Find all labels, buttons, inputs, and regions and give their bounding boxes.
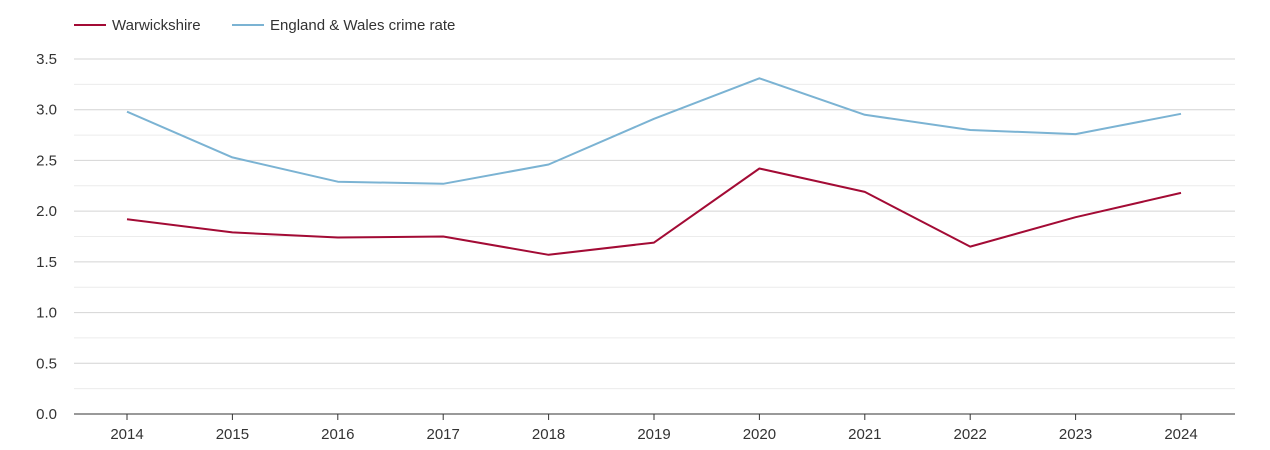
x-tick-label: 2014: [110, 426, 143, 443]
x-tick-label: 2016: [321, 426, 354, 443]
x-tick-label: 2017: [427, 426, 460, 443]
y-tick-label: 1.5: [36, 254, 57, 271]
x-tick-label: 2018: [532, 426, 565, 443]
series-line-2: [126, 77, 1182, 185]
y-tick-label: 3.0: [36, 102, 57, 119]
y-tick-label: 0.5: [36, 355, 57, 372]
legend-item[interactable]: Warwickshire: [74, 17, 201, 34]
grid: [74, 58, 1235, 390]
x-tick-label: 2021: [848, 426, 881, 443]
legend-item[interactable]: England & Wales crime rate: [232, 17, 455, 34]
legend-label: England & Wales crime rate: [270, 17, 455, 34]
y-tick-label: 0.0: [36, 406, 57, 423]
y-tick-label: 1.0: [36, 305, 57, 322]
x-tick-label: 2015: [216, 426, 249, 443]
y-tick-label: 3.5: [36, 51, 57, 68]
x-tick-label: 2024: [1164, 426, 1197, 443]
legend-label: Warwickshire: [112, 17, 201, 34]
x-tick-label: 2023: [1059, 426, 1092, 443]
series-group: [126, 77, 1182, 256]
x-tick-label: 2022: [954, 426, 987, 443]
x-axis: 2014 2015 2016 2017 2018 2019 2020 2021 2022 2023…: [74, 413, 1235, 443]
x-tick-label: 2019: [637, 426, 670, 443]
legend: Warwickshire England & Wales crime rate: [74, 17, 455, 34]
y-axis: 0.0 0.5 1.0 1.5 2.0 2.5 3.0 3.5: [36, 51, 57, 423]
y-tick-label: 2.0: [36, 203, 57, 220]
x-tick-label: 2020: [743, 426, 776, 443]
y-tick-label: 2.5: [36, 152, 57, 169]
series-line-1: [126, 167, 1182, 256]
